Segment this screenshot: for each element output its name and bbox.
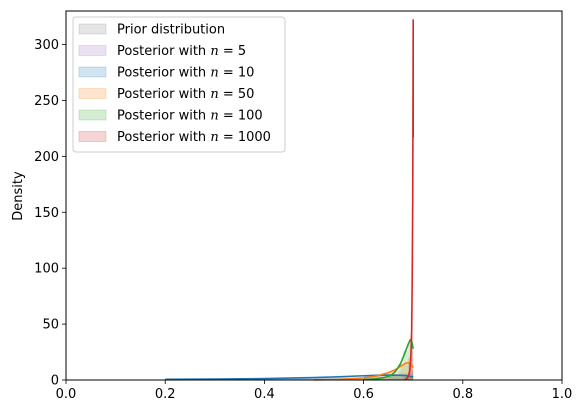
histogram-bar <box>398 364 404 380</box>
y-tick-label: 100 <box>34 262 59 277</box>
histogram-bar <box>388 374 401 380</box>
x-axis: 0.0 0.2 0.4 0.6 0.8 1.0 <box>56 380 573 402</box>
histogram-bar <box>363 378 414 380</box>
x-tick-label: 0.4 <box>254 387 275 402</box>
histogram-bar <box>363 375 389 380</box>
density-line <box>405 19 415 380</box>
histogram-bar <box>314 377 364 380</box>
histogram-bar <box>412 335 414 380</box>
density-line <box>313 361 414 381</box>
y-tick-label: 200 <box>34 150 59 165</box>
legend-label: Posterior with n = 5 <box>117 44 246 59</box>
legend-label: Posterior with n = 100 <box>117 109 263 124</box>
y-axis-label: Density <box>11 171 26 221</box>
legend-label: Posterior with n = 10 <box>117 66 254 81</box>
x-tick-label: 0.8 <box>452 387 473 402</box>
legend: Prior distribution Posterior with n = 5 Po… <box>72 16 286 153</box>
legend-swatch <box>78 88 107 99</box>
legend-label: Posterior with n = 1000 <box>117 130 271 145</box>
x-tick-label: 0.6 <box>353 387 374 402</box>
histogram-bar <box>403 350 409 380</box>
legend-swatch <box>78 23 107 35</box>
legend-box <box>72 16 286 153</box>
y-tick-label: 0 <box>51 374 59 389</box>
legend-swatch <box>78 131 107 142</box>
x-tick-label: 0.0 <box>56 387 77 402</box>
legend-swatch <box>78 66 107 78</box>
y-axis: 0 50 100 150 200 250 300 <box>34 38 66 389</box>
y-tick-label: 50 <box>42 318 59 333</box>
histogram-bar <box>264 378 314 380</box>
y-tick-label: 250 <box>34 94 59 109</box>
density-lines <box>165 19 415 381</box>
histogram-bar <box>408 371 414 380</box>
plot-frame <box>65 10 563 381</box>
y-tick-label: 150 <box>34 206 59 221</box>
x-tick-label: 1.0 <box>552 387 573 402</box>
legend-swatch <box>78 109 107 121</box>
histogram-bar <box>264 378 314 380</box>
histogram-bar <box>388 374 401 380</box>
legend-label: Prior distribution <box>117 23 225 38</box>
legend-label: Posterior with n = 50 <box>117 87 254 102</box>
histogram-bar <box>400 364 409 380</box>
histogram-bar <box>264 378 314 380</box>
histogram-bars <box>165 310 414 380</box>
x-tick-label: 0.2 <box>155 387 176 402</box>
y-tick-label: 300 <box>34 38 59 53</box>
histogram-bar <box>388 374 399 380</box>
histogram-bar <box>408 362 414 380</box>
histogram-bar <box>400 373 409 380</box>
legend-swatch <box>78 45 107 56</box>
